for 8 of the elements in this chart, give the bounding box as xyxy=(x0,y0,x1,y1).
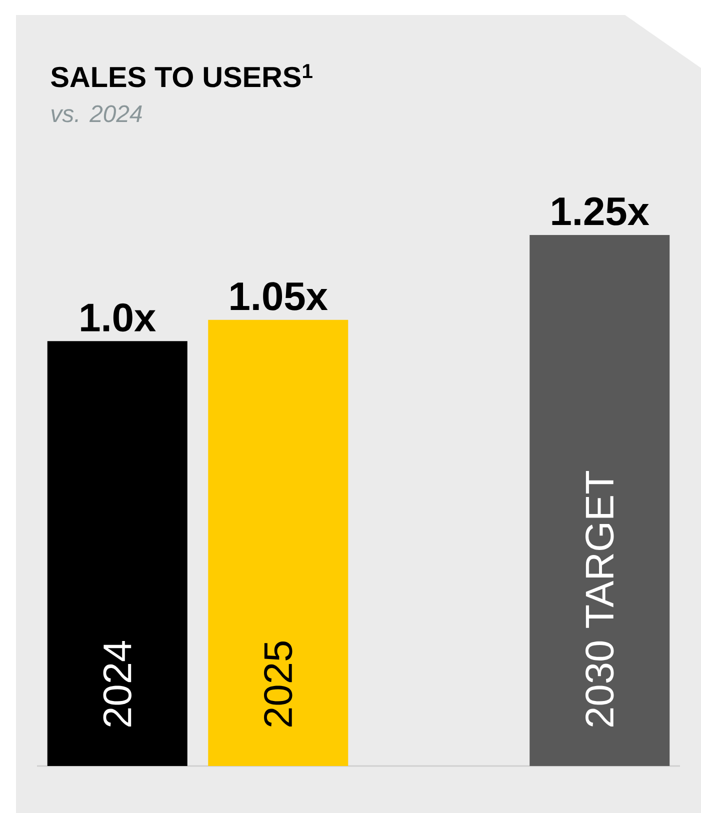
x-tick-label: 2025 xyxy=(264,642,292,726)
data-label: 1.0x xyxy=(81,303,156,332)
data-label: 1.05x xyxy=(230,282,328,310)
chart-title: SALES TO USERS$^{1}$ xyxy=(51,64,312,88)
x-tick-label: 2030 TARGET xyxy=(586,471,614,726)
x-tick-label: 2024 xyxy=(103,641,132,726)
data-label: 1.25x xyxy=(552,197,650,226)
chart-subtitle: vs. 2024 xyxy=(52,105,142,122)
